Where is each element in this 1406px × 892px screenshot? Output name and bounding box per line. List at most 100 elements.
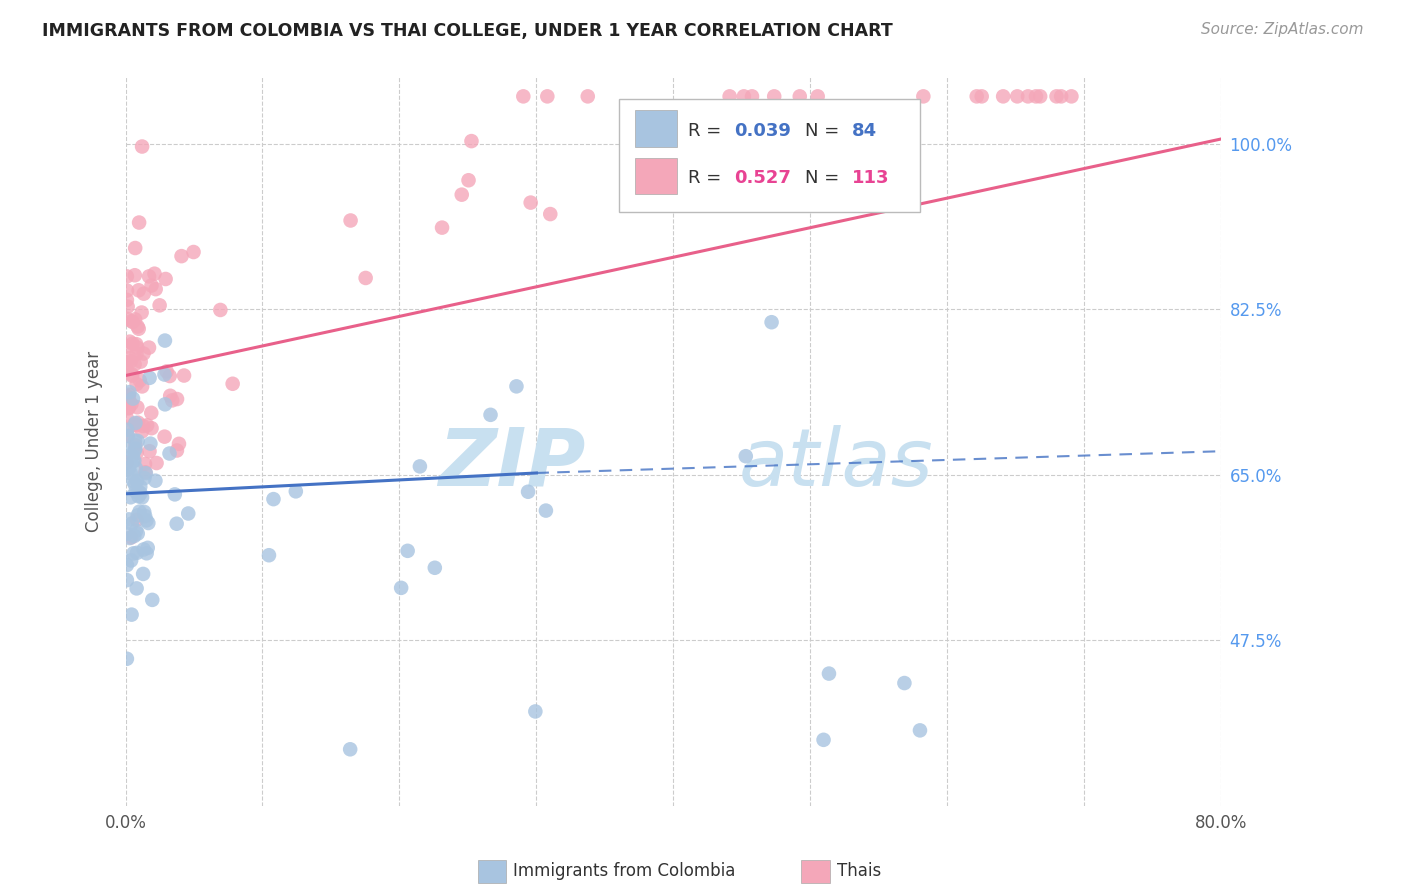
- Text: R =: R =: [688, 121, 727, 140]
- Point: [127, 416, 149, 430]
- Point: [125, 524, 148, 538]
- Point: [125, 461, 148, 475]
- Point: [121, 336, 143, 351]
- Point: [134, 465, 156, 479]
- Point: [124, 357, 146, 371]
- Point: [156, 364, 179, 378]
- Point: [118, 460, 141, 475]
- Point: [153, 368, 176, 382]
- Point: [135, 546, 157, 560]
- Point: [430, 220, 453, 235]
- Point: [166, 516, 188, 531]
- Point: [134, 505, 156, 519]
- Point: [789, 89, 811, 103]
- Point: [167, 437, 190, 451]
- Text: 84: 84: [852, 121, 877, 140]
- Text: ZIP: ZIP: [439, 425, 586, 502]
- Point: [145, 282, 167, 296]
- Point: [423, 561, 446, 575]
- Point: [145, 474, 167, 488]
- Point: [124, 268, 146, 283]
- Point: [813, 732, 835, 747]
- Point: [450, 187, 472, 202]
- Point: [177, 507, 200, 521]
- Text: Immigrants from Colombia: Immigrants from Colombia: [513, 863, 735, 880]
- Point: [163, 487, 186, 501]
- Point: [122, 474, 145, 488]
- Point: [132, 566, 155, 581]
- Point: [117, 429, 139, 443]
- Point: [127, 319, 149, 334]
- Point: [991, 89, 1014, 103]
- Point: [734, 449, 756, 463]
- Point: [132, 346, 155, 360]
- Point: [519, 195, 541, 210]
- Point: [132, 542, 155, 557]
- Point: [117, 397, 139, 411]
- Point: [128, 215, 150, 229]
- Point: [117, 391, 139, 405]
- Point: [138, 341, 160, 355]
- Point: [284, 484, 307, 499]
- Point: [263, 492, 285, 507]
- Point: [129, 354, 152, 368]
- Point: [159, 369, 181, 384]
- Point: [966, 89, 988, 103]
- Point: [118, 388, 141, 402]
- Point: [138, 371, 160, 385]
- Point: [389, 581, 412, 595]
- Point: [128, 322, 150, 336]
- Point: [807, 89, 830, 103]
- Point: [173, 368, 195, 383]
- Point: [1029, 89, 1052, 103]
- Point: [124, 416, 146, 430]
- Point: [718, 89, 741, 103]
- Point: [125, 446, 148, 460]
- Point: [125, 546, 148, 560]
- Point: [117, 428, 139, 442]
- Point: [118, 334, 141, 349]
- Point: [128, 489, 150, 503]
- Point: [149, 298, 172, 312]
- Point: [124, 484, 146, 499]
- Text: R =: R =: [688, 169, 727, 187]
- Point: [124, 477, 146, 491]
- Point: [115, 311, 138, 326]
- Point: [457, 173, 479, 187]
- Point: [970, 89, 993, 103]
- Point: [733, 89, 755, 103]
- Point: [1007, 89, 1029, 103]
- Point: [534, 503, 557, 517]
- Point: [122, 392, 145, 406]
- Point: [124, 434, 146, 448]
- Point: [339, 213, 361, 227]
- Point: [127, 401, 149, 415]
- Point: [536, 89, 558, 103]
- Point: [131, 491, 153, 505]
- Point: [138, 444, 160, 458]
- Point: [115, 442, 138, 456]
- Point: [125, 418, 148, 433]
- Point: [1017, 89, 1039, 103]
- Point: [131, 139, 153, 153]
- Point: [396, 544, 419, 558]
- Point: [124, 241, 146, 255]
- Point: [135, 513, 157, 527]
- Point: [120, 354, 142, 368]
- Point: [122, 546, 145, 560]
- Point: [117, 401, 139, 416]
- Point: [117, 401, 139, 416]
- Point: [128, 283, 150, 297]
- Point: [129, 480, 152, 494]
- Point: [409, 459, 432, 474]
- Point: [125, 347, 148, 361]
- Point: [893, 676, 915, 690]
- Point: [512, 89, 534, 103]
- FancyBboxPatch shape: [636, 111, 676, 146]
- Point: [221, 376, 243, 391]
- Point: [115, 558, 138, 572]
- Point: [121, 449, 143, 463]
- Point: [155, 272, 177, 286]
- Point: [115, 652, 138, 666]
- Point: [120, 530, 142, 544]
